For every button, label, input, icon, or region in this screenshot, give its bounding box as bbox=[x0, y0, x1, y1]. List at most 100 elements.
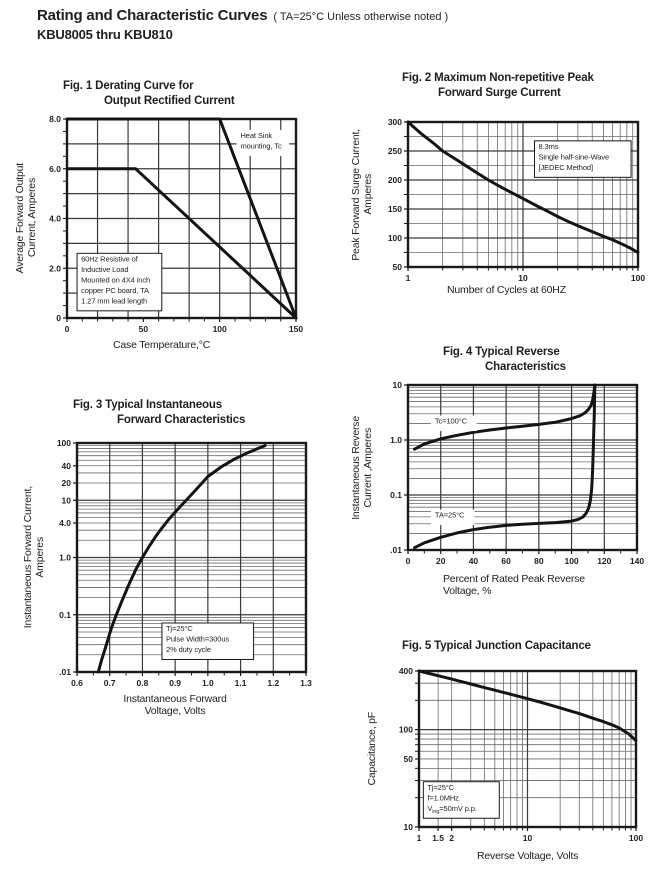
fig5-x-tick: 100 bbox=[629, 833, 643, 843]
fig5-y-axis-label-line1: Capacitance, pF bbox=[366, 712, 378, 786]
fig1-x-tick: 50 bbox=[139, 324, 149, 334]
fig5-x-tick: 2 bbox=[449, 833, 454, 843]
fig4-x-tick: 60 bbox=[501, 556, 511, 566]
fig4-y-axis-label-line1: Instantaneous Reverse bbox=[350, 415, 362, 520]
fig5-plot-border bbox=[417, 669, 638, 829]
fig3-x-tick: 0.7 bbox=[104, 678, 116, 688]
fig4-chart: 0 20 40 60 80 100 120 140 10 1.0 0.1 .01 Tc=100°C TA=… bbox=[390, 380, 644, 566]
fig1-y-tick: 6.0 bbox=[49, 164, 61, 174]
curve-reverse-ta-25c bbox=[413, 383, 597, 550]
fig4-y-tick: 10 bbox=[393, 380, 403, 390]
fig4-x-axis-label: Percent of Rated Peak Reverse Voltage, % bbox=[443, 573, 585, 597]
curve-reverse-tc-100c bbox=[413, 383, 597, 451]
fig4-x-tick: 20 bbox=[436, 556, 446, 566]
test-conditions-box-box bbox=[161, 622, 255, 660]
capacitance-conditions-box-line: Ving=50mV p.p. bbox=[427, 804, 477, 815]
fig1-title-line1: Fig. 1 Derating Curve for bbox=[63, 80, 194, 92]
fig4-x-tick: 40 bbox=[469, 556, 479, 566]
ta-25-label-line: TA=25°C bbox=[435, 511, 465, 520]
fig5-x-axis-label: Reverse Voltage, Volts bbox=[477, 850, 579, 862]
fig1-x-tick: 100 bbox=[213, 324, 227, 334]
load-conditions-box-line: Mounted on 4X4 inch bbox=[81, 275, 150, 284]
capacitance-conditions-box-line: f=1.0MHz bbox=[427, 793, 459, 802]
curve-junction-capacitance bbox=[417, 669, 638, 743]
fig4-y-axis-label: Instantaneous Reverse Current ,Amperes bbox=[344, 385, 380, 550]
page-subtitle: KBU8005 thru KBU810 bbox=[37, 27, 173, 42]
fig1-x-tick: 150 bbox=[289, 324, 303, 334]
fig4-y-tick: 1.0 bbox=[390, 435, 402, 445]
fig4-x-tick: 80 bbox=[534, 556, 544, 566]
fig2-x-tick: 1 bbox=[406, 273, 411, 283]
test-conditions-box-line: Pulse Width=300us bbox=[166, 634, 229, 643]
curve-heat-sink-mounting-tc bbox=[65, 117, 298, 320]
fig5-y-tick: 400 bbox=[399, 666, 413, 676]
tc-100-label-line: Tc=100°C bbox=[435, 417, 468, 426]
fig3-x-tick: 0.8 bbox=[137, 678, 149, 688]
capacitance-conditions-box-line: Tj=25°C bbox=[427, 783, 454, 792]
load-conditions-box-line: 60Hz Resistive of bbox=[81, 254, 139, 263]
fig3-y-tick: 1.0 bbox=[59, 553, 71, 563]
surge-conditions-box-box bbox=[534, 140, 632, 178]
load-conditions-box-line: 1.27 mm lead length bbox=[81, 296, 147, 305]
fig3-title-line2: Forward Characteristics bbox=[117, 414, 246, 426]
load-conditions-box-line: copper PC board, TA bbox=[81, 286, 149, 295]
fig3-x-axis-label-line2: Voltage, Volts bbox=[144, 705, 206, 717]
fig5-y-tick: 50 bbox=[404, 754, 414, 764]
heat-sink-label-line: mounting, Tc bbox=[240, 141, 282, 150]
fig1-y-tick: 8.0 bbox=[49, 114, 61, 124]
fig3-y-tick: 40 bbox=[62, 461, 72, 471]
fig3-plot-border bbox=[75, 441, 308, 674]
fig3-y-axis-label-line1: Instantaneous Forward Current, bbox=[22, 486, 34, 629]
fig1-y-tick: 4.0 bbox=[49, 214, 61, 224]
fig4-x-axis-label-line1: Percent of Rated Peak Reverse bbox=[443, 573, 585, 585]
fig4-y-tick: 0.1 bbox=[390, 490, 402, 500]
ta-25-label-bg bbox=[430, 509, 475, 526]
fig2-y-tick: 100 bbox=[388, 233, 402, 243]
fig5-title-line1: Fig. 5 Typical Junction Capacitance bbox=[402, 640, 591, 652]
fig1-plot-border bbox=[65, 117, 298, 320]
page-title-note: ( TA=25°C Unless otherwise noted ) bbox=[273, 11, 449, 23]
load-conditions-box-line: Inductive Load bbox=[81, 265, 128, 274]
fig3-x-tick: 1.1 bbox=[235, 678, 247, 688]
fig3-y-tick: 100 bbox=[57, 438, 71, 448]
fig2-y-tick: 300 bbox=[388, 117, 402, 127]
fig2-x-tick: 10 bbox=[518, 273, 528, 283]
load-conditions-box-box bbox=[76, 252, 163, 312]
fig4-x-tick: 120 bbox=[597, 556, 611, 566]
test-conditions-box-line: Tj=25°C bbox=[166, 624, 193, 633]
fig1-y-axis-label: Average Forward Output Current, Amperes bbox=[8, 118, 44, 318]
fig1-y-tick: 0 bbox=[56, 313, 61, 323]
curve-surge-current bbox=[406, 120, 640, 254]
fig3-y-axis-label: Instantaneous Forward Current, Amperes bbox=[16, 443, 52, 672]
fig5-x-tick: 10 bbox=[523, 833, 533, 843]
fig3-x-tick: 0.9 bbox=[169, 678, 181, 688]
fig2-title-line2: Forward Surge Current bbox=[438, 87, 561, 99]
fig4-y-axis-label-line2: Current ,Amperes bbox=[362, 427, 374, 508]
surge-conditions-box-line: 8.3ms bbox=[539, 142, 559, 151]
fig2-y-tick: 50 bbox=[393, 262, 403, 272]
fig2-y-tick: 250 bbox=[388, 146, 402, 156]
fig4-title-line1: Fig. 4 Typical Reverse bbox=[443, 346, 560, 358]
fig2-y-axis-label: Peak Forward Surge Current, Amperes bbox=[344, 122, 380, 267]
fig5-x-tick: 1.5 bbox=[432, 833, 444, 843]
fig3-x-tick: 1.3 bbox=[300, 678, 312, 688]
curve-forward-characteristic bbox=[96, 444, 267, 674]
fig4-x-tick: 100 bbox=[564, 556, 578, 566]
fig3-y-tick: 0.1 bbox=[59, 610, 71, 620]
fig4-x-tick: 0 bbox=[406, 556, 411, 566]
fig3-y-tick: .01 bbox=[59, 667, 71, 677]
fig2-y-axis-label-line2: Amperes bbox=[362, 174, 374, 215]
fig1-x-tick: 0 bbox=[65, 324, 70, 334]
fig1-x-axis-label: Case Temperature,°C bbox=[113, 339, 211, 351]
fig3-y-tick: 4.0 bbox=[59, 518, 71, 528]
fig2-y-axis-label-line1: Peak Forward Surge Current, bbox=[350, 128, 362, 261]
fig4-plot-border bbox=[406, 383, 639, 552]
fig5-y-tick: 100 bbox=[399, 725, 413, 735]
fig3-x-axis-label-line1: Instantaneous Forward bbox=[123, 693, 227, 705]
